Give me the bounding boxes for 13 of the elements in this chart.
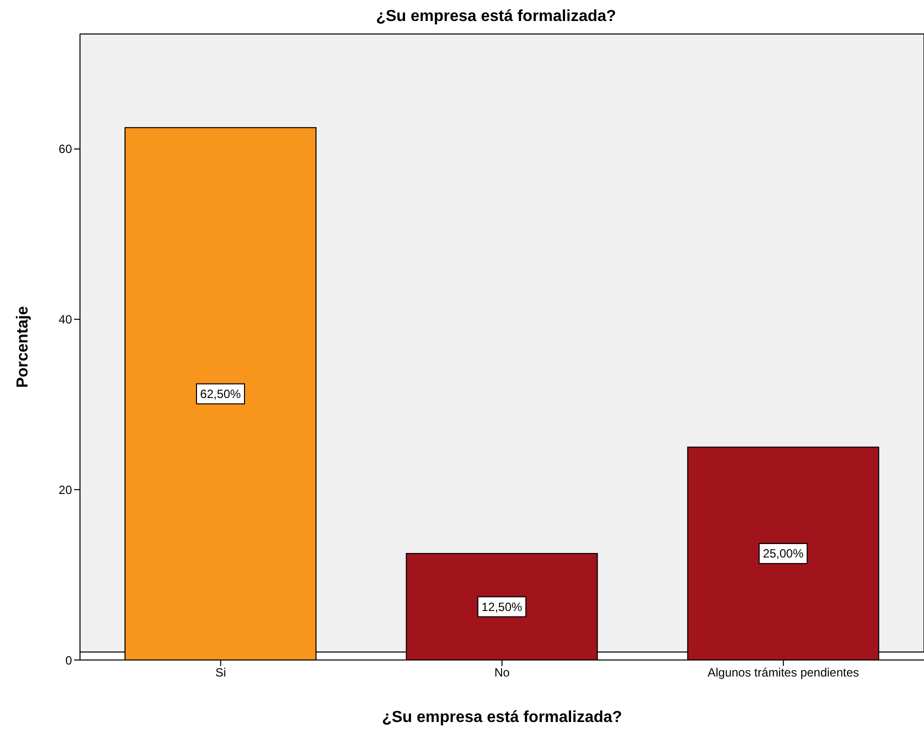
x-axis-title: ¿Su empresa está formalizada?	[382, 709, 622, 726]
x-tick-label: Algunos trámites pendientes	[708, 666, 860, 680]
y-tick-label: 0	[65, 653, 72, 668]
data-label: 12,50%	[481, 600, 523, 614]
y-axis-title: Porcentaje	[14, 306, 32, 388]
x-tick-label: Si	[215, 666, 226, 680]
x-tick-label: No	[494, 666, 510, 680]
data-label: 62,50%	[200, 386, 242, 401]
y-tick-label: 60	[58, 142, 72, 156]
data-label: 25,00%	[762, 546, 804, 561]
y-tick-label: 40	[58, 312, 72, 327]
y-tick-label: 20	[58, 482, 72, 497]
chart-title: ¿Su empresa está formalizada?	[374, 8, 618, 27]
